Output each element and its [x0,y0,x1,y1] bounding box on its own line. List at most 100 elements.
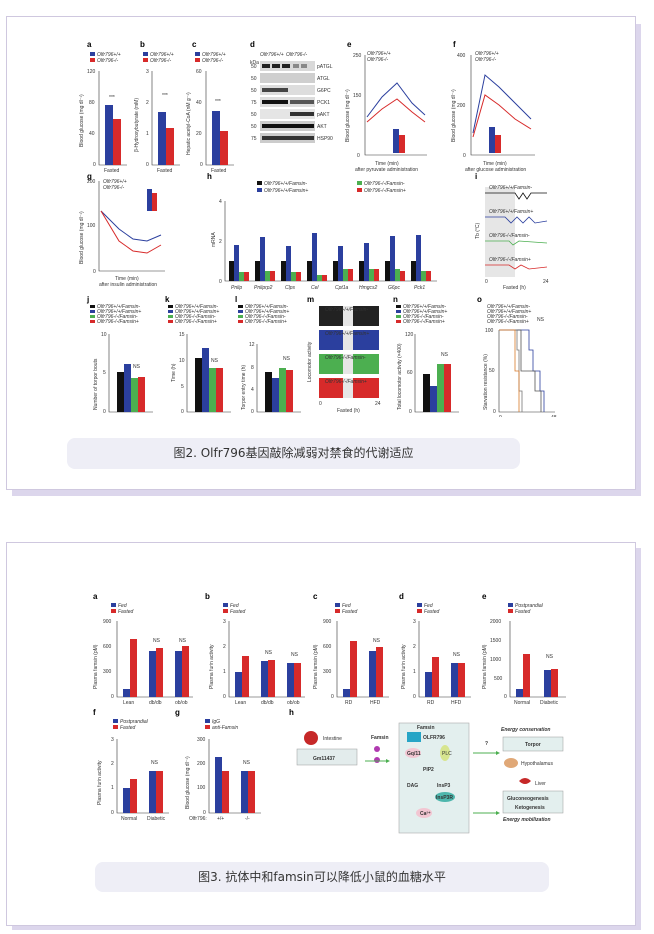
famsin-protein-icon [374,757,380,763]
svg-text:Olfr796+/+/Famsin-: Olfr796+/+/Famsin- [325,307,368,313]
svg-text:g: g [175,708,180,717]
svg-text:HSP90: HSP90 [317,136,333,142]
svg-text:Olfr796-/-: Olfr796-/- [286,52,307,58]
panel-h: h Olfr796+/+/Famsin- Olfr796+/+/Famsin+ … [207,172,437,291]
svg-text:900: 900 [103,619,112,625]
svg-text:after insulin administration: after insulin administration [99,282,157,288]
svg-text:ob/ob: ob/ob [287,700,300,706]
svg-text:Olfr796+/+/Famsin+: Olfr796+/+/Famsin+ [489,209,533,215]
svg-text:e: e [347,40,352,49]
svg-text:10: 10 [101,332,107,338]
svg-text:NS: NS [453,652,461,658]
svg-text:NS: NS [546,654,554,660]
svg-text:50: 50 [251,88,257,94]
svg-text:Plasma furin activity: Plasma furin activity [401,644,407,689]
svg-text:after pyruvate administration: after pyruvate administration [355,167,418,173]
svg-text:100: 100 [87,223,96,229]
svg-text:50: 50 [251,76,257,82]
svg-text:ob/ob: ob/ob [175,700,188,706]
svg-text:Olfr796-/-: Olfr796-/- [150,58,171,64]
svg-text:Olfr796+/+/Famsin+: Olfr796+/+/Famsin+ [325,331,369,337]
svg-text:Clps: Clps [285,285,296,291]
svg-text:50: 50 [251,64,257,70]
svg-text:600: 600 [323,644,332,650]
svg-text:i: i [475,172,477,181]
svg-text:120: 120 [405,332,414,338]
svg-text:Famsin: Famsin [371,735,389,741]
svg-text:3: 3 [146,69,149,75]
svg-text:Olfr796-/-/Famsin-: Olfr796-/-/Famsin- [487,314,528,320]
svg-text:Olfr796-/-/Famsin+: Olfr796-/-/Famsin+ [97,319,139,325]
svg-text:Fasted: Fasted [230,609,246,615]
svg-text:Olfr796-/-/Famsin-: Olfr796-/-/Famsin- [97,314,138,320]
svg-text:Time (h): Time (h) [171,363,177,382]
svg-text:Tb (°C): Tb (°C) [475,223,481,239]
svg-text:2: 2 [146,100,149,106]
svg-text:Olfr796+/+: Olfr796+/+ [103,179,127,185]
svg-text:Liver: Liver [535,781,546,787]
svg-text:Olfr796-/-/Famsin-: Olfr796-/-/Famsin- [364,181,405,187]
svg-text:500: 500 [494,676,503,682]
svg-text:Olfr796+/+/Famsin+: Olfr796+/+/Famsin+ [97,309,141,315]
svg-text:Postprandial: Postprandial [515,603,544,609]
svg-text:Hypothalamus: Hypothalamus [521,761,553,767]
svg-text:h: h [289,708,294,717]
svg-text:5: 5 [181,384,184,390]
svg-text:0: 0 [319,401,322,407]
svg-text:5: 5 [103,370,106,376]
svg-text:Olfr796+/+/Famsin-: Olfr796+/+/Famsin- [175,304,218,310]
svg-text:Time (min): Time (min) [115,276,139,282]
svg-text:Fed: Fed [230,603,239,609]
svg-text:24: 24 [543,279,549,285]
svg-text:Total locomotor activity (×400: Total locomotor activity (×400) [397,343,403,410]
svg-text:1500: 1500 [490,638,501,644]
svg-text:Gluconeogenesis: Gluconeogenesis [507,796,549,802]
svg-text:250: 250 [353,53,362,59]
svg-text:40: 40 [89,131,95,137]
svg-text:after glucose administration: after glucose administration [465,167,526,173]
svg-text:G6pc: G6pc [388,285,400,291]
panel-a: a Fed Fasted NS NS 900 600 300 0 Lean db/… [93,592,193,706]
svg-text:Olfr796+/+/Famsin+: Olfr796+/+/Famsin+ [264,188,308,194]
svg-text:NS: NS [291,652,299,658]
svg-text:l: l [235,295,237,304]
svg-text:Blood glucose (mg dl⁻¹): Blood glucose (mg dl⁻¹) [79,211,85,264]
svg-text:12: 12 [249,342,255,348]
panel-i: i Olfr796+/+/Famsin- Olfr796+/+/Famsin+ … [475,172,549,291]
svg-text:Olfr796-/-/Famsin+: Olfr796-/-/Famsin+ [487,319,529,325]
svg-text:Plasma famsin (pM): Plasma famsin (pM) [313,644,319,689]
svg-text:0: 0 [413,694,416,700]
svg-text:d: d [250,40,255,49]
svg-text:PIP2: PIP2 [423,767,434,773]
panel-k: k Olfr796+/+/Famsin- Olfr796+/+/Famsin+ … [165,295,231,415]
figure3-image: a Fed Fasted NS NS 900 600 300 0 Lean db/… [93,592,566,834]
svg-text:NS: NS [151,760,159,766]
svg-text:20: 20 [196,131,202,137]
svg-text:Olfr796+/+/Famsin-: Olfr796+/+/Famsin- [489,185,532,191]
svg-text:2: 2 [219,239,222,245]
svg-text:a: a [87,40,92,49]
svg-text:Normal: Normal [514,700,530,706]
panel-g: g IgG anti-Famsin NS 300 200 100 0 Olfr7… [175,708,261,822]
svg-text:200: 200 [87,179,96,185]
svg-text:AKT: AKT [317,124,327,130]
svg-text:Fasted: Fasted [118,609,134,615]
svg-text:NS: NS [133,364,141,370]
svg-text:+/+: +/+ [217,816,224,822]
svg-text:***: *** [109,95,115,101]
svg-text:Fasted: Fasted [120,725,136,731]
svg-text:0: 0 [146,162,149,168]
svg-text:b: b [140,40,145,49]
figure2-image: a Olfr796+/+ Olfr796-/- 120 80 40 0 *** … [79,40,557,417]
svg-text:Olfr796+/+/Famsin+: Olfr796+/+/Famsin+ [175,309,219,315]
svg-text:0: 0 [357,153,360,159]
svg-text:Normal: Normal [121,816,137,822]
svg-text:0: 0 [223,694,226,700]
svg-text:300: 300 [103,669,112,675]
svg-text:Famsin: Famsin [417,725,435,731]
svg-text:Olfr796+/+/Famsin-: Olfr796+/+/Famsin- [264,181,307,187]
svg-text:Olfr796+/+: Olfr796+/+ [202,52,226,58]
svg-text:Postprandial: Postprandial [120,719,149,725]
svg-text:Lean: Lean [123,700,134,706]
svg-text:NS: NS [283,356,291,362]
